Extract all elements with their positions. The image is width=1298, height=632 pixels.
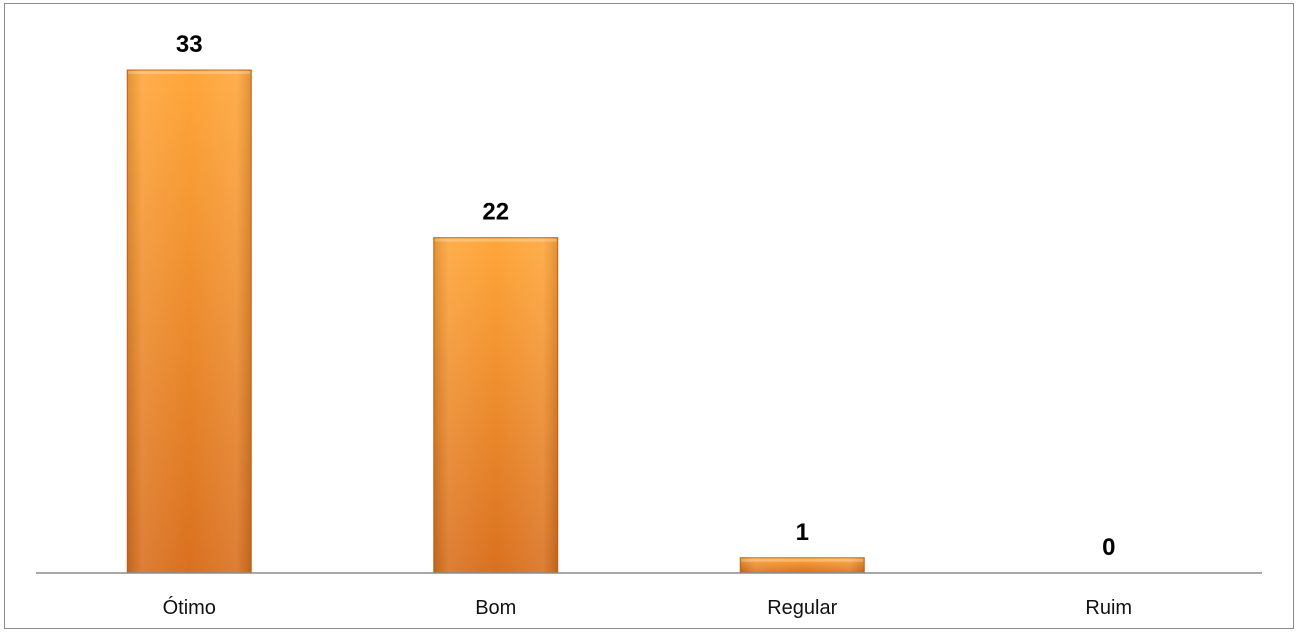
category-label-2: Regular — [767, 597, 837, 619]
category-label-0: Ótimo — [163, 596, 216, 619]
data-label-3: 0 — [1102, 534, 1115, 561]
bar-highlight — [434, 238, 557, 242]
category-label-3: Ruim — [1085, 597, 1132, 619]
bars-layer — [126, 69, 865, 574]
bar-1 — [433, 237, 559, 574]
bar-highlight — [128, 71, 251, 74]
bar-bevel — [740, 557, 865, 573]
data-label-0: 33 — [176, 31, 203, 58]
data-label-1: 22 — [482, 199, 509, 226]
data-label-2: 1 — [796, 519, 809, 546]
labels-layer: 33 Ótimo 22 Bom 1 Regular 0 Ruim — [163, 31, 1133, 619]
bar-bevel — [433, 237, 558, 573]
bar-2 — [739, 557, 865, 574]
bar-0 — [126, 69, 252, 574]
category-label-1: Bom — [475, 597, 516, 619]
bar-highlight — [741, 558, 864, 562]
bar-bevel — [127, 70, 252, 573]
